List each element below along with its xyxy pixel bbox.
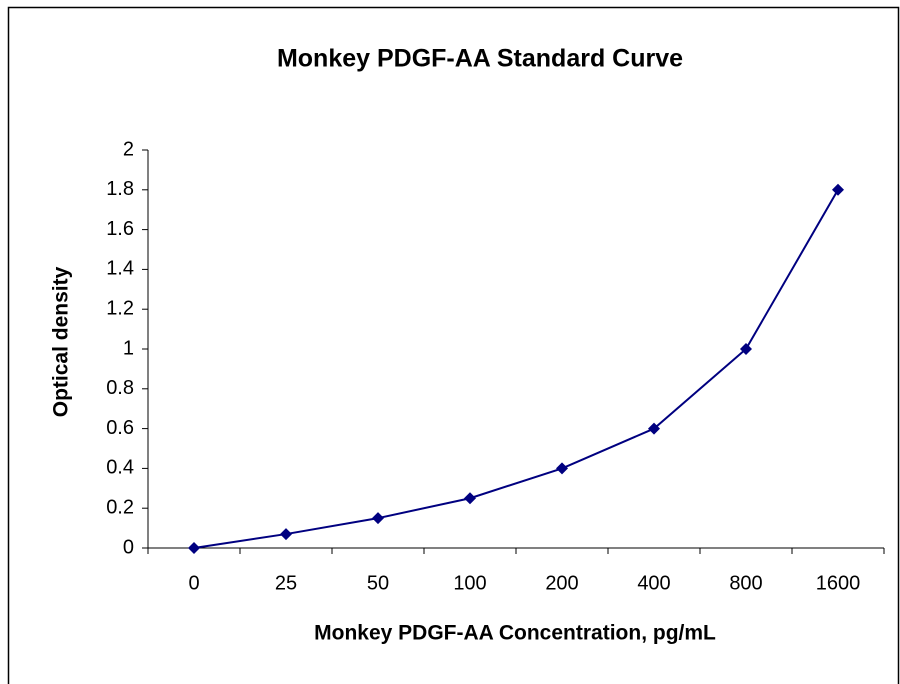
y-tick-label: 0.2 <box>106 496 134 518</box>
x-tick-label: 50 <box>367 572 389 594</box>
x-tick-label: 1600 <box>816 572 861 594</box>
x-tick-label: 200 <box>545 572 578 594</box>
x-tick-label: 100 <box>453 572 486 594</box>
data-marker <box>556 462 568 475</box>
y-tick-label: 0.6 <box>106 417 134 439</box>
chart-title: Monkey PDGF-AA Standard Curve <box>277 45 683 73</box>
data-marker <box>372 512 384 525</box>
y-tick-label: 0 <box>123 536 134 558</box>
y-tick-label: 1.4 <box>106 258 134 280</box>
y-axis-label: Optical density <box>50 266 73 417</box>
y-tick-label: 2 <box>123 138 134 160</box>
x-tick-label: 0 <box>188 572 199 594</box>
data-marker <box>280 528 292 541</box>
x-tick-label: 25 <box>275 572 297 594</box>
y-tick-label: 1 <box>123 337 134 359</box>
data-marker <box>740 343 752 355</box>
y-tick-label: 0.4 <box>106 457 134 479</box>
data-marker <box>188 542 200 554</box>
x-tick-label: 800 <box>729 572 762 594</box>
data-line <box>193 189 839 549</box>
y-tick-label: 1.6 <box>106 218 134 240</box>
x-tick-label: 400 <box>637 572 670 594</box>
y-tick-label: 1.2 <box>106 297 134 319</box>
y-tick-label: 0.8 <box>106 377 134 399</box>
y-tick-label: 1.8 <box>106 178 134 200</box>
data-marker <box>648 422 660 435</box>
x-axis-label: Monkey PDGF-AA Concentration, pg/mL <box>314 622 716 645</box>
data-marker <box>832 183 844 196</box>
data-marker <box>464 492 476 505</box>
chart-frame <box>7 6 900 684</box>
